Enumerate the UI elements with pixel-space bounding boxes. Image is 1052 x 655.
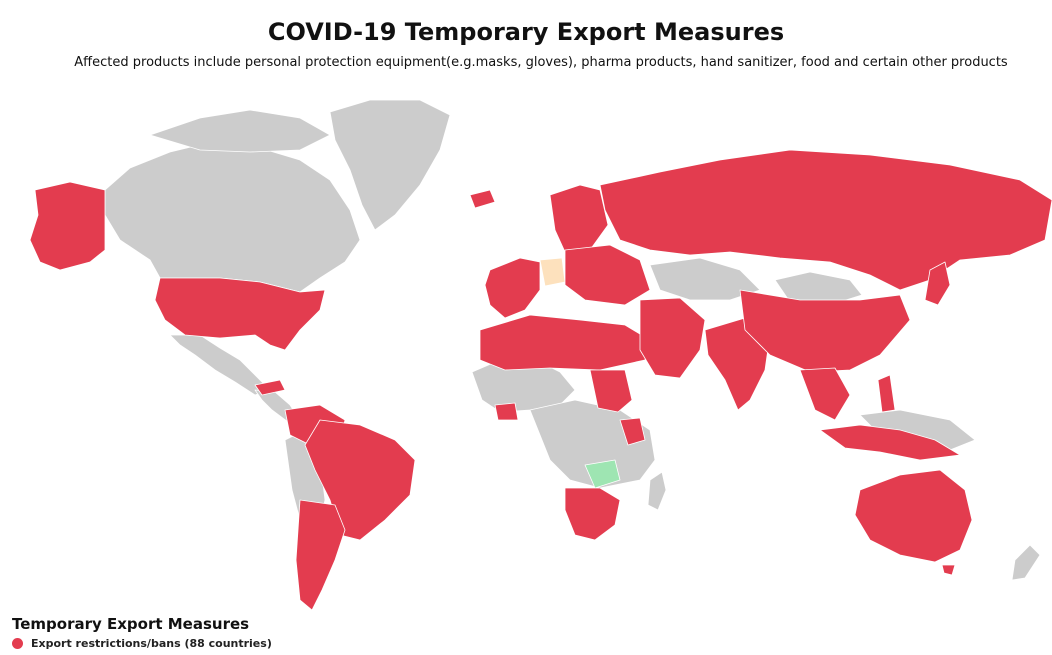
world-map[interactable] <box>0 88 1052 613</box>
country-new-zealand[interactable] <box>1011 544 1041 581</box>
country-canada-islands[interactable] <box>149 109 331 153</box>
country-philippines[interactable] <box>877 374 896 413</box>
region-scandinavia[interactable] <box>549 184 609 253</box>
country-brazil[interactable] <box>304 419 416 541</box>
map-subtitle: Affected products include personal prote… <box>74 55 1008 70</box>
country-usa[interactable] <box>154 277 326 351</box>
country-iceland[interactable] <box>469 189 496 209</box>
legend-item-restricted[interactable]: Export restrictions/bans (88 countries) <box>12 637 272 650</box>
country-tasmania[interactable] <box>941 564 956 576</box>
legend: Temporary Export Measures Export restric… <box>12 615 272 650</box>
region-middle-east[interactable] <box>639 297 706 379</box>
country-argentina-chile[interactable] <box>295 499 346 611</box>
legend-dot-icon <box>12 638 23 649</box>
country-indonesia[interactable] <box>819 424 961 461</box>
country-china[interactable] <box>739 289 911 373</box>
country-greenland[interactable] <box>329 99 451 231</box>
region-indochina[interactable] <box>799 367 851 421</box>
region-caribbean[interactable] <box>254 379 286 396</box>
map-title: COVID-19 Temporary Export Measures <box>267 18 785 46</box>
country-zambia[interactable] <box>584 459 621 489</box>
country-japan[interactable] <box>924 261 951 306</box>
country-australia[interactable] <box>854 469 973 563</box>
country-canada[interactable] <box>104 139 361 293</box>
country-ghana-cote[interactable] <box>494 402 519 421</box>
country-madagascar[interactable] <box>647 471 667 511</box>
country-alaska[interactable] <box>29 181 106 271</box>
region-north-africa[interactable] <box>479 314 651 371</box>
country-germany[interactable] <box>539 257 566 287</box>
region-western-europe[interactable] <box>484 257 541 319</box>
region-eastern-europe[interactable] <box>564 244 651 306</box>
country-mexico[interactable] <box>169 334 271 396</box>
legend-item-label: Export restrictions/bans (88 countries) <box>31 637 272 650</box>
country-sudan-kenya[interactable] <box>589 369 633 413</box>
country-kenya[interactable] <box>619 417 646 446</box>
legend-title: Temporary Export Measures <box>12 615 250 633</box>
region-southern-africa[interactable] <box>564 487 621 541</box>
